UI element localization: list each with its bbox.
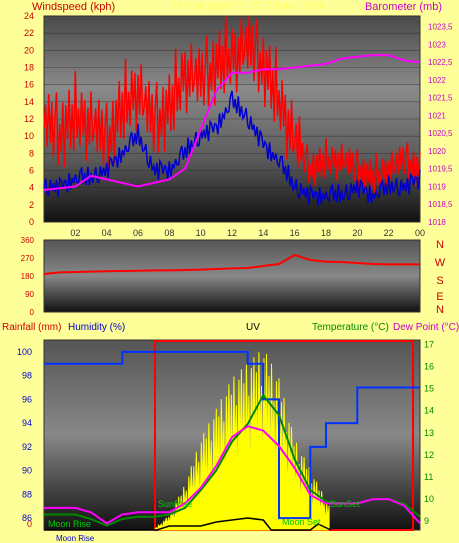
wind-x-tick: 08: [164, 228, 174, 238]
wind-y-tick: 18: [24, 63, 34, 73]
wind-y-tick: 16: [24, 80, 34, 90]
humidity-y-tick: 96: [22, 394, 32, 404]
temperature-y-tick: 16: [424, 362, 434, 372]
humidity-y-tick: 98: [22, 371, 32, 381]
compass-e: E: [436, 291, 443, 303]
direction-y-tick: 270: [21, 254, 35, 263]
temperature-y-ticks: 9 10 11 12 13 14 15 16 17: [424, 339, 434, 526]
graph-title: 24 hour graph for 27 October 2016: [171, 1, 325, 12]
barometer-y-tick: 1023: [428, 40, 446, 49]
wind-x-tick: 12: [227, 228, 237, 238]
wind-x-tick: 10: [196, 228, 206, 238]
barometer-y-tick: 1020: [428, 147, 446, 156]
humidity-y-tick: 92: [22, 442, 32, 452]
wind-x-tick: 04: [102, 228, 112, 238]
temperature-label: Temperature (°C): [312, 322, 389, 333]
wind-y-tick: 4: [29, 183, 34, 193]
temperature-y-tick: 14: [424, 406, 434, 416]
barometer-y-tick: 1019,5: [428, 165, 453, 174]
wind-gust-line: [43, 15, 421, 194]
direction-plot-area: [43, 239, 421, 313]
temperature-y-tick: 12: [424, 450, 434, 460]
uv-area: [153, 352, 330, 531]
temperature-y-tick: 15: [424, 384, 434, 394]
wind-y-tick: 22: [24, 28, 34, 38]
humidity-y-tick: 88: [22, 489, 32, 499]
humidity-y-tick: 86: [22, 513, 32, 523]
humidity-line: [44, 350, 420, 520]
wind-y-tick: 24: [24, 11, 34, 21]
wind-y-tick: 20: [24, 45, 34, 55]
temperature-y-tick: 13: [424, 428, 434, 438]
wind-y-tick: 8: [29, 148, 34, 158]
direction-y-tick: 180: [21, 272, 35, 281]
wind-x-tick: 06: [133, 228, 143, 238]
temperature-line: [44, 425, 421, 525]
barometer-y-tick: 1020,5: [428, 129, 453, 138]
temperature-y-tick: 11: [424, 472, 433, 482]
direction-y-tick: 90: [25, 290, 34, 299]
compass-w: W: [435, 257, 446, 269]
wind-y-tick: 0: [29, 217, 34, 227]
humidity-y-ticks: 86 88 90 92 94 96 98 100: [17, 347, 32, 523]
wind-y-tick: 2: [29, 200, 34, 210]
compass-n-bottom: N: [436, 304, 444, 316]
humidity-y-tick: 90: [22, 466, 32, 476]
wind-x-tick: 20: [352, 228, 362, 238]
wind-avg-line: [43, 90, 421, 206]
wind-axis-title: Windspeed (kph): [32, 1, 115, 13]
barometer-y-tick: 1021: [428, 111, 446, 120]
wind-x-tick: 16: [290, 228, 300, 238]
wind-grid: [44, 15, 420, 223]
direction-line: [43, 253, 420, 275]
barometer-y-ticks: 1018 1018,5 1019 1019,5 1020 1020,5 1021 1021,5…: [428, 23, 453, 227]
wind-x-tick: 02: [70, 228, 80, 238]
wind-x-tick: 18: [321, 228, 331, 238]
barometer-line: [43, 54, 421, 191]
barometer-axis-title: Barometer (mb): [365, 1, 442, 13]
wind-y-tick: 12: [24, 114, 34, 124]
temperature-y-tick: 10: [424, 494, 434, 504]
humidity-label: Humidity (%): [68, 322, 125, 333]
sunrise-label: SunRise: [158, 499, 192, 509]
wind-x-tick: 14: [258, 228, 268, 238]
direction-y-tick: 360: [21, 236, 35, 245]
barometer-y-tick: 1022,5: [428, 58, 453, 67]
direction-y-tick: 0: [30, 308, 35, 317]
temperature-y-tick: 9: [424, 516, 429, 526]
direction-y-ticks: 0 90 180 270 360: [21, 236, 35, 317]
wind-x-tick: 22: [384, 228, 394, 238]
rain-zero-tick: 0: [27, 519, 32, 529]
rainfall-line: [44, 517, 332, 531]
barometer-y-tick: 1022: [428, 76, 446, 85]
wind-y-tick: 14: [24, 97, 34, 107]
wind-y-tick: 10: [24, 131, 34, 141]
barometer-y-tick: 1018,5: [428, 200, 453, 209]
moonrise-label-bottom: Moon Rise: [56, 534, 95, 543]
barometer-y-tick: 1023,5: [428, 23, 453, 32]
barometer-y-tick: 1018: [428, 218, 446, 227]
wind-y-tick: 6: [29, 166, 34, 176]
compass-s: S: [436, 275, 443, 287]
sunset-label: SunSet: [330, 499, 360, 509]
compass-n-top: N: [436, 239, 444, 251]
wind-x-tick: 00: [415, 228, 425, 238]
rainfall-label: Rainfall (mm): [2, 322, 61, 333]
humidity-y-tick: 94: [22, 418, 32, 428]
wind-x-ticks: 02 04 06 08 10 12 14 16 18 20 22 00: [70, 228, 425, 238]
moonrise-label-top: Moon Rise: [48, 519, 91, 529]
dewpoint-label: Dew Point (°C): [393, 322, 459, 333]
humidity-y-tick: 100: [17, 347, 32, 357]
barometer-y-tick: 1021,5: [428, 94, 453, 103]
moonset-label: Moon Set: [282, 517, 321, 527]
barometer-y-tick: 1019: [428, 182, 446, 191]
temperature-y-tick: 17: [424, 339, 434, 349]
uv-label: UV: [246, 322, 260, 333]
